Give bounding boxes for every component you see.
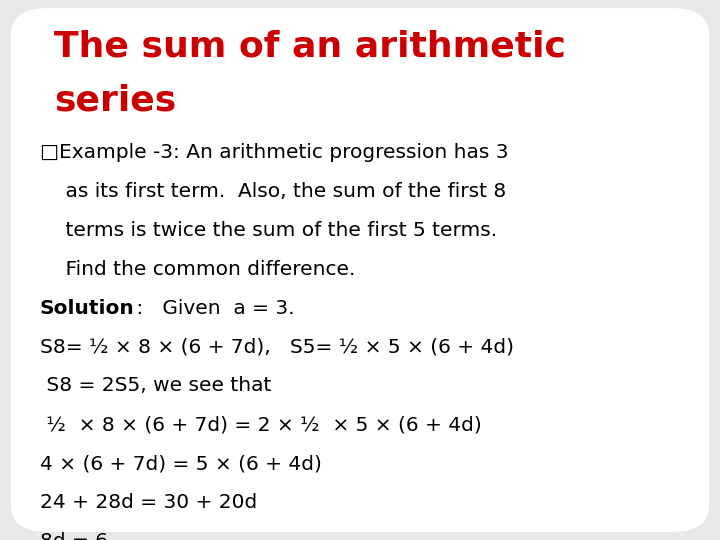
Text: 24 + 28d = 30 + 20d: 24 + 28d = 30 + 20d xyxy=(40,493,257,512)
Text: as its first term.  Also, the sum of the first 8: as its first term. Also, the sum of the … xyxy=(40,182,506,201)
Text: Solution: Solution xyxy=(40,299,135,318)
Text: terms is twice the sum of the first 5 terms.: terms is twice the sum of the first 5 te… xyxy=(40,221,497,240)
Text: The sum of an arithmetic: The sum of an arithmetic xyxy=(54,30,566,64)
Text: Find the common difference.: Find the common difference. xyxy=(40,260,355,279)
Text: :   Given  a = 3.: : Given a = 3. xyxy=(130,299,294,318)
FancyBboxPatch shape xyxy=(11,8,709,532)
Text: S8 = 2S5, we see that: S8 = 2S5, we see that xyxy=(40,376,271,395)
Text: □Example -3: An arithmetic progression has 3: □Example -3: An arithmetic progression h… xyxy=(40,143,508,162)
Text: series: series xyxy=(54,84,176,118)
Text: 4 × (6 + 7d) = 5 × (6 + 4d): 4 × (6 + 7d) = 5 × (6 + 4d) xyxy=(40,454,321,473)
Text: ½  × 8 × (6 + 7d) = 2 × ½  × 5 × (6 + 4d): ½ × 8 × (6 + 7d) = 2 × ½ × 5 × (6 + 4d) xyxy=(40,415,482,434)
Text: 8d = 6: 8d = 6 xyxy=(40,532,107,540)
Text: S8= ½ × 8 × (6 + 7d),   S5= ½ × 5 × (6 + 4d): S8= ½ × 8 × (6 + 7d), S5= ½ × 5 × (6 + 4… xyxy=(40,338,513,356)
